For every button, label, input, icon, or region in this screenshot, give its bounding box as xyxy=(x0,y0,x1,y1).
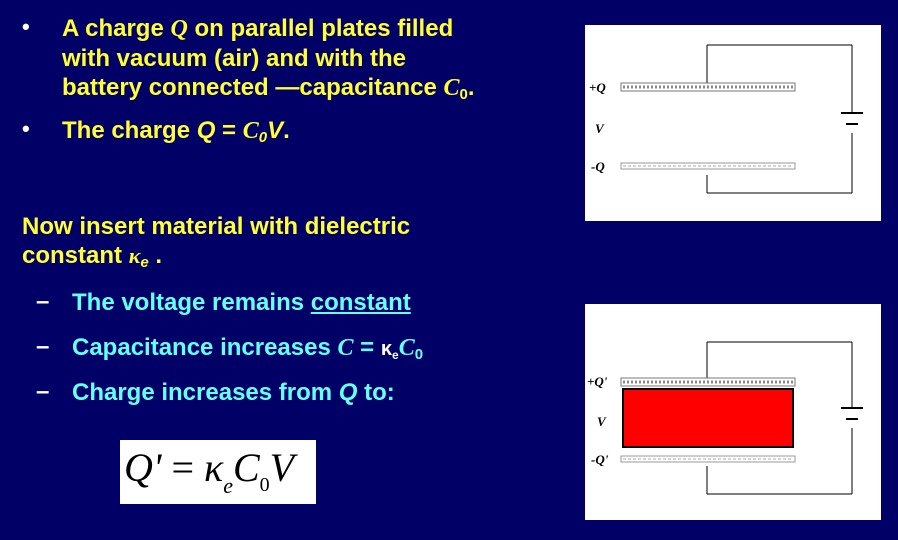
svg-text:-Q: -Q xyxy=(591,159,605,174)
sub-item-charge: Charge increases from Q to: xyxy=(72,379,395,406)
formula-box: Q' = κeC0V xyxy=(120,440,316,504)
bullet-dot: • xyxy=(22,14,30,39)
dielectric-slab xyxy=(622,388,794,448)
bullet-dot: • xyxy=(22,116,30,141)
svg-text:V: V xyxy=(595,121,605,136)
sub-item-voltage: The voltage remains constant xyxy=(72,289,411,316)
bullet-1-text: A charge Q on parallel plates filled wit… xyxy=(62,15,475,103)
capacitor-diagram-vacuum: +Q V -Q xyxy=(585,25,881,221)
dash: – xyxy=(36,378,50,405)
dash: – xyxy=(36,288,50,315)
capacitor-vacuum-svg: +Q V -Q xyxy=(589,44,863,194)
svg-text:+Q': +Q' xyxy=(587,374,608,389)
formula: Q' = κeC0V xyxy=(124,445,295,498)
capacitor-diagram-dielectric: +Q' V -Q' xyxy=(585,304,881,520)
svg-text:V: V xyxy=(597,414,607,429)
capacitor-dielectric-svg: +Q' V -Q' xyxy=(587,341,863,495)
insert-heading: Now insert material with dielectric cons… xyxy=(22,213,411,271)
svg-text:-Q': -Q' xyxy=(591,452,609,467)
bullet-2-text: The charge Q = C0V. xyxy=(62,117,290,146)
svg-text:+Q: +Q xyxy=(589,80,606,95)
dash: – xyxy=(36,333,50,360)
sub-item-capacitance: Capacitance increases C = κeC0 xyxy=(72,334,424,363)
